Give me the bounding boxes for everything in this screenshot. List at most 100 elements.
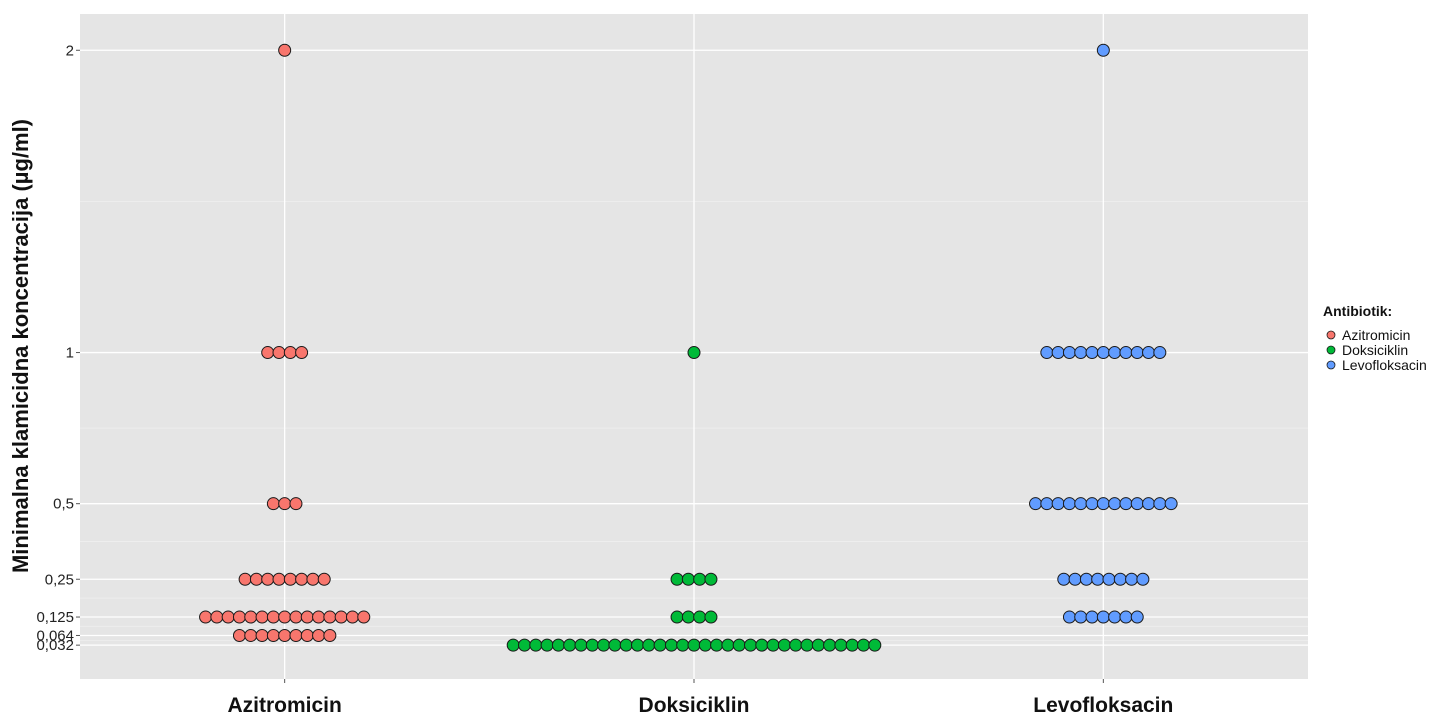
data-point xyxy=(289,497,303,511)
data-point xyxy=(272,572,286,586)
data-point xyxy=(266,628,280,642)
data-point xyxy=(845,638,859,652)
data-point xyxy=(693,610,707,624)
y-tick-label: 0,125 xyxy=(36,609,74,626)
data-point xyxy=(261,346,275,360)
data-point xyxy=(574,638,588,652)
data-point xyxy=(704,572,718,586)
y-axis-title: Minimalna klamicidna koncentracija (µg/m… xyxy=(8,119,33,573)
data-point xyxy=(289,628,303,642)
legend-key xyxy=(1326,330,1336,340)
data-point xyxy=(244,610,258,624)
legend-label: Doksiciklin xyxy=(1342,342,1408,358)
data-point xyxy=(300,628,314,642)
data-point xyxy=(1096,497,1110,511)
y-tick-label: 0,5 xyxy=(53,496,74,513)
data-point xyxy=(744,638,757,652)
data-point xyxy=(334,610,348,624)
data-point xyxy=(295,346,309,360)
data-point xyxy=(1062,497,1076,511)
data-point xyxy=(642,638,656,652)
data-point xyxy=(283,346,297,360)
legend-title: Antibiotik: xyxy=(1323,303,1392,319)
data-point xyxy=(199,610,213,624)
data-point xyxy=(518,638,531,652)
data-point xyxy=(721,638,735,652)
data-point xyxy=(278,610,292,624)
data-point xyxy=(1091,572,1105,586)
data-point xyxy=(676,638,690,652)
data-point xyxy=(1079,572,1093,586)
data-point xyxy=(687,638,701,652)
data-point xyxy=(1029,497,1043,511)
data-point xyxy=(278,628,292,642)
data-point xyxy=(283,572,297,586)
y-tick-label: 1 xyxy=(66,345,74,362)
data-point xyxy=(232,628,246,642)
data-point xyxy=(266,610,280,624)
data-point xyxy=(255,628,269,642)
data-point xyxy=(210,610,224,624)
data-point xyxy=(732,638,746,652)
data-point xyxy=(1142,497,1156,511)
data-point xyxy=(1130,610,1144,624)
data-point xyxy=(1074,610,1088,624)
data-point xyxy=(1057,572,1071,586)
x-category-label: Doksiciklin xyxy=(639,694,750,717)
data-point xyxy=(868,638,882,652)
data-point xyxy=(1113,572,1127,586)
data-point xyxy=(1074,346,1088,360)
data-point xyxy=(312,610,326,624)
data-point xyxy=(631,638,644,652)
data-point xyxy=(585,638,599,652)
data-point xyxy=(1062,346,1076,360)
data-points xyxy=(199,43,1178,652)
data-point xyxy=(272,346,286,360)
legend: Antibiotik: AzitromicinDoksiciklinLevofl… xyxy=(1323,303,1427,373)
data-point xyxy=(755,638,769,652)
data-point xyxy=(323,628,337,642)
data-point xyxy=(710,638,724,652)
data-point xyxy=(345,610,359,624)
x-category-label: Levofloksacin xyxy=(1033,694,1173,717)
data-point xyxy=(312,628,326,642)
data-point xyxy=(357,610,371,624)
data-point xyxy=(1119,346,1133,360)
legend-label: Levofloksacin xyxy=(1342,357,1427,373)
data-point xyxy=(266,497,280,511)
data-point xyxy=(1108,497,1122,511)
data-point xyxy=(244,628,258,642)
data-point xyxy=(278,497,292,511)
data-point xyxy=(608,638,622,652)
data-point xyxy=(221,610,235,624)
data-point xyxy=(681,572,695,586)
data-point xyxy=(1068,572,1082,586)
data-point xyxy=(1142,346,1156,360)
data-point xyxy=(681,610,695,624)
data-point xyxy=(540,638,554,652)
data-point xyxy=(317,572,331,586)
data-point xyxy=(857,638,870,652)
data-point xyxy=(704,610,718,624)
data-point xyxy=(306,572,320,586)
data-point xyxy=(777,638,791,652)
data-point xyxy=(1102,572,1116,586)
data-point xyxy=(693,572,707,586)
data-point xyxy=(249,572,263,586)
data-point xyxy=(1125,572,1139,586)
data-point xyxy=(1062,610,1076,624)
data-point xyxy=(289,610,303,624)
data-point xyxy=(811,638,825,652)
legend-label: Azitromicin xyxy=(1342,327,1410,343)
data-point xyxy=(1096,346,1110,360)
data-point xyxy=(278,43,292,57)
data-point xyxy=(529,638,543,652)
data-point xyxy=(800,638,814,652)
data-point xyxy=(261,572,275,586)
data-point xyxy=(1085,610,1099,624)
data-point xyxy=(1085,346,1099,360)
data-point xyxy=(1130,346,1144,360)
data-point xyxy=(1108,346,1122,360)
data-point xyxy=(255,610,269,624)
